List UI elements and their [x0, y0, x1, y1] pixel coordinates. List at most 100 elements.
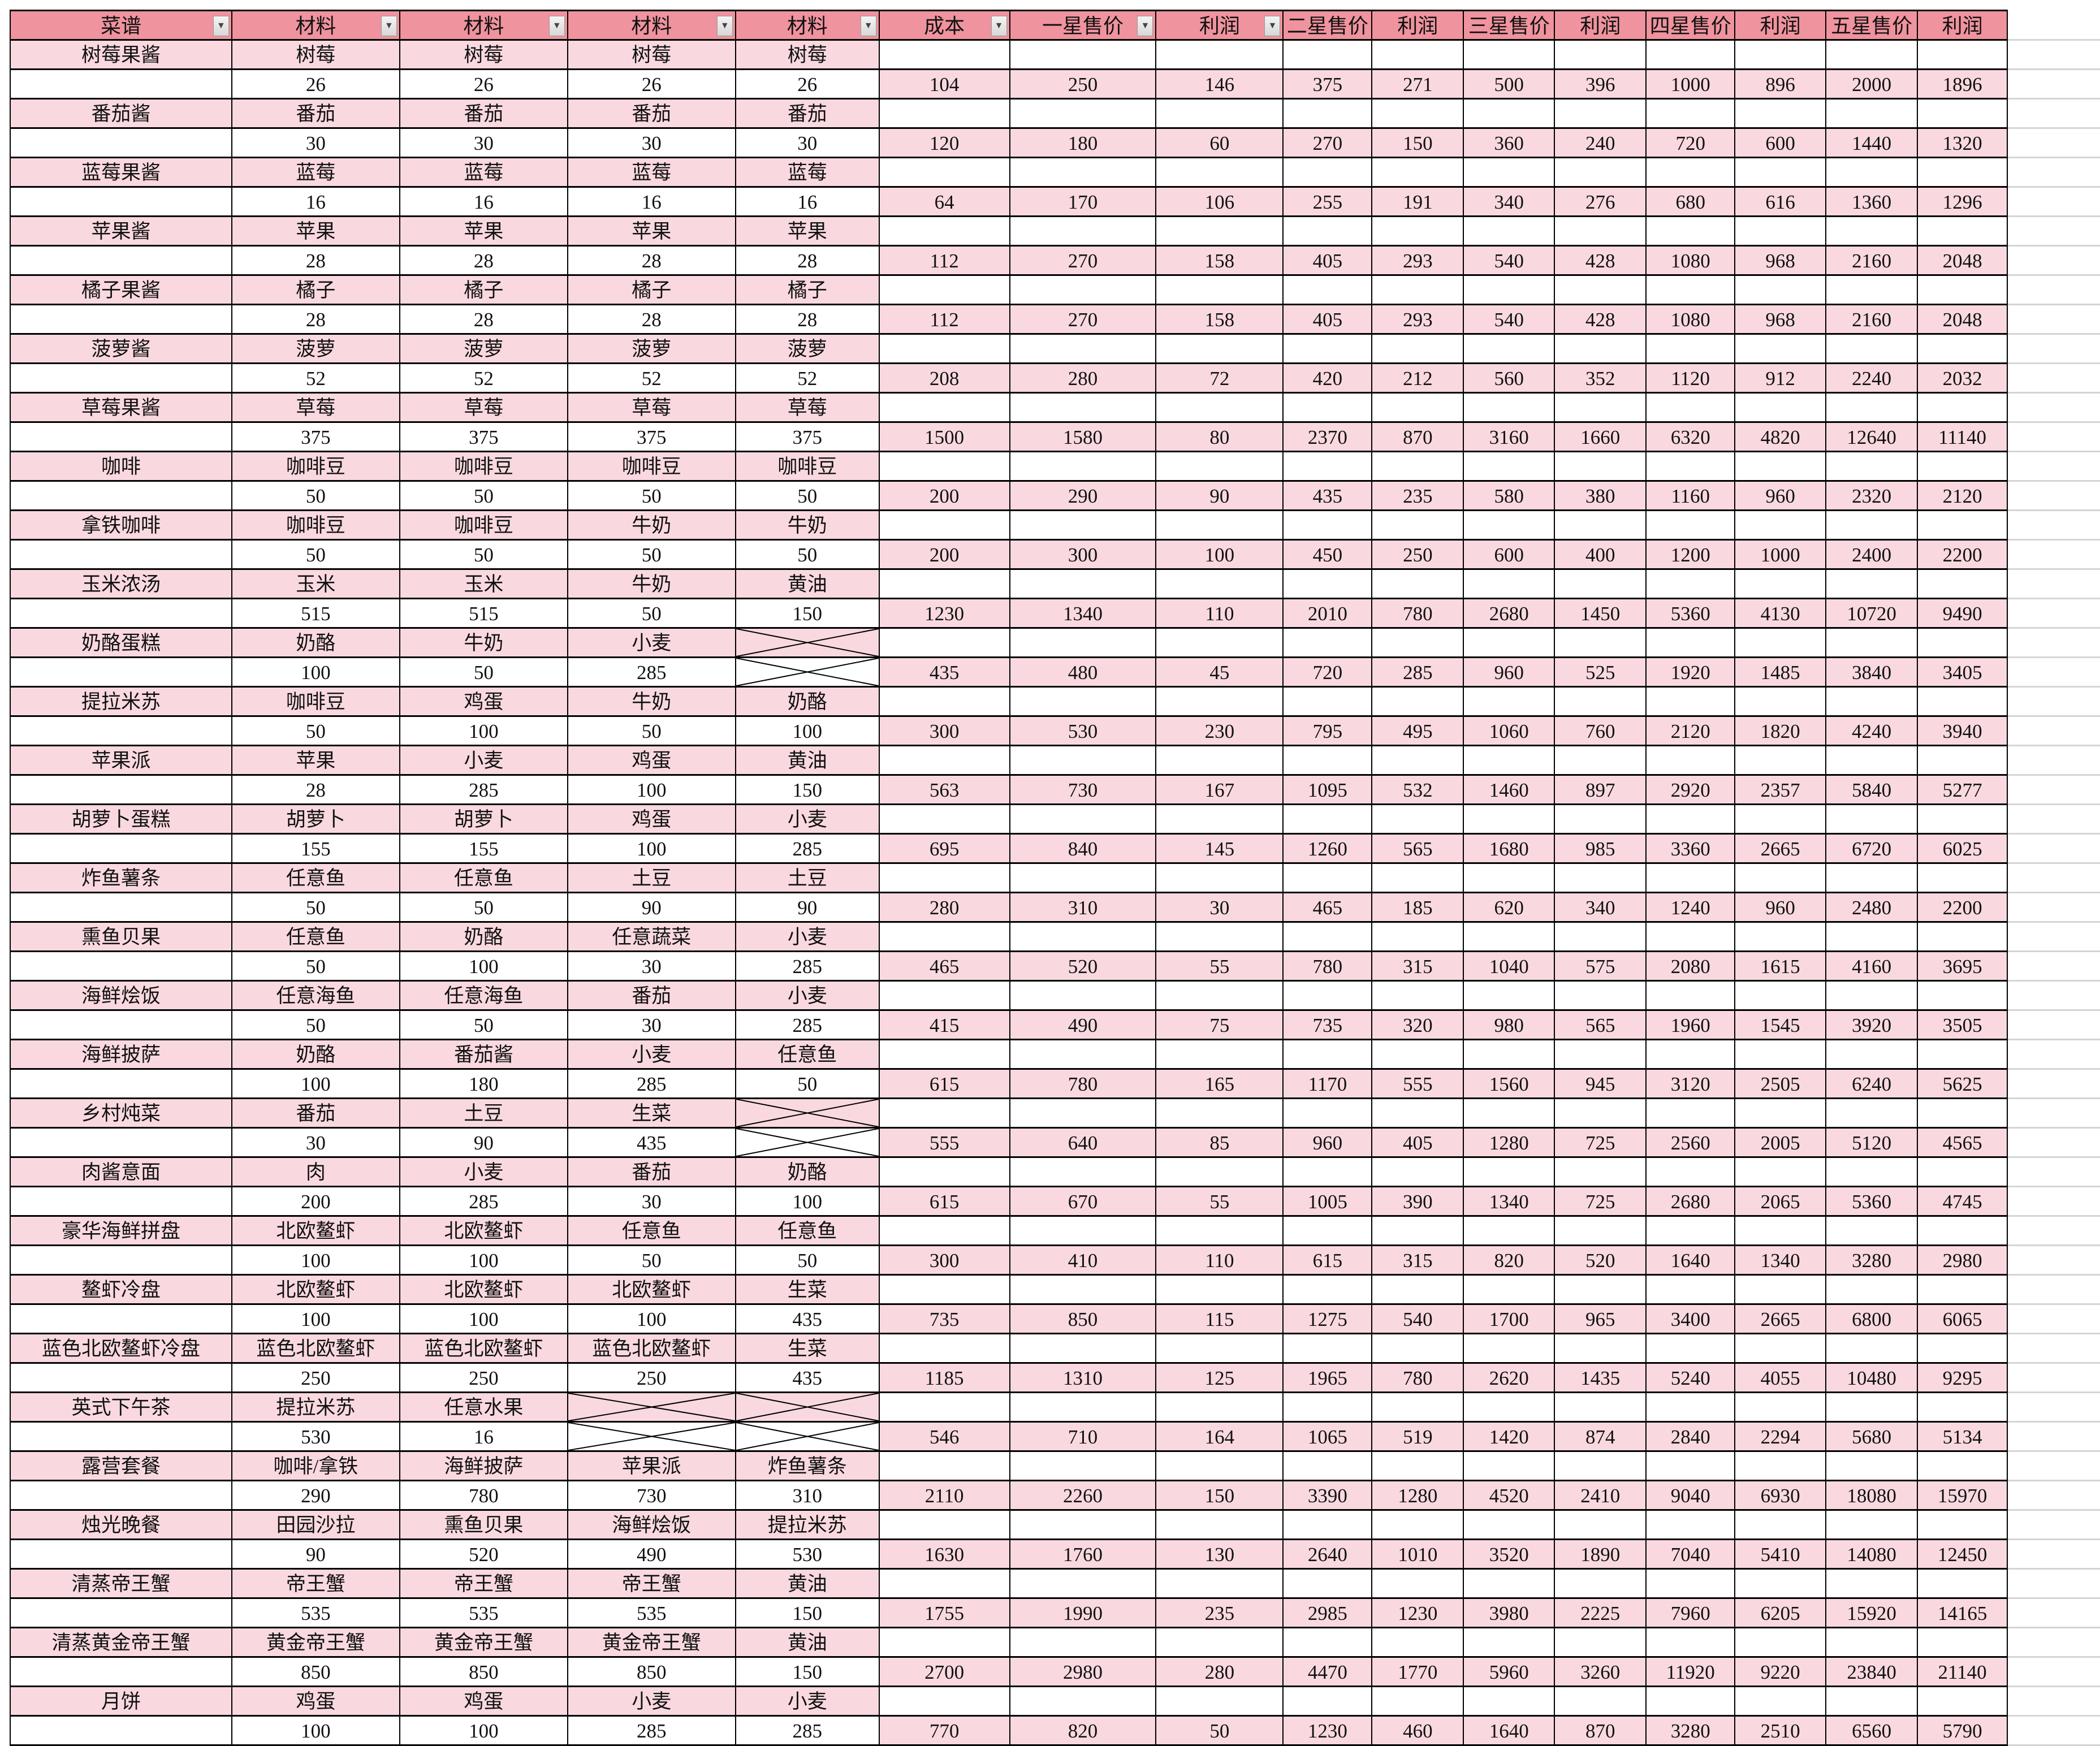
profit-2star-cell[interactable]: 315 — [1371, 1244, 1464, 1276]
quantity-cell[interactable]: 30 — [567, 1009, 736, 1040]
profit-1star-cell[interactable]: 115 — [1155, 1303, 1284, 1334]
quantity-cell[interactable]: 28 — [734, 304, 880, 335]
profit-1star-cell[interactable]: 90 — [1155, 480, 1284, 511]
price-4star-cell[interactable]: 9040 — [1645, 1480, 1736, 1511]
profit-4star-cell[interactable]: 1485 — [1734, 656, 1827, 688]
quantity-cell[interactable]: 26 — [231, 68, 400, 100]
profit-5star-cell[interactable]: 3405 — [1917, 656, 2008, 688]
empty-cell[interactable] — [878, 1391, 1010, 1423]
recipe-name-cell[interactable]: 清蒸帝王蟹 — [10, 1568, 232, 1599]
empty-cell[interactable] — [1371, 745, 1464, 776]
empty-cell[interactable] — [1155, 1686, 1284, 1717]
profit-3star-cell[interactable]: 985 — [1554, 833, 1647, 864]
empty-cell[interactable] — [1009, 157, 1157, 188]
empty-cell[interactable] — [1371, 921, 1464, 952]
empty-cell[interactable] — [1734, 98, 1827, 129]
empty-cell[interactable] — [2007, 157, 2100, 188]
quantity-cell[interactable]: 90 — [734, 892, 880, 923]
quantity-cell[interactable]: 50 — [734, 539, 880, 570]
empty-cell[interactable] — [2007, 1715, 2100, 1746]
empty-cell[interactable] — [1917, 157, 2008, 188]
empty-cell[interactable] — [1734, 1627, 1827, 1658]
quantity-cell[interactable]: 100 — [231, 656, 400, 688]
empty-cell[interactable] — [2007, 1392, 2100, 1423]
price-1star-cell[interactable]: 520 — [1009, 950, 1157, 982]
empty-cell[interactable] — [1463, 1627, 1555, 1658]
profit-5star-cell[interactable]: 6025 — [1917, 833, 2008, 864]
empty-cell[interactable] — [1734, 1686, 1827, 1717]
empty-cell[interactable] — [10, 1597, 232, 1628]
quantity-cell[interactable]: 28 — [399, 304, 568, 335]
empty-cell[interactable] — [10, 1362, 232, 1393]
profit-3star-cell[interactable]: 380 — [1554, 480, 1647, 511]
profit-3star-cell[interactable]: 520 — [1554, 1244, 1647, 1276]
empty-cell[interactable] — [1371, 1215, 1464, 1246]
profit-4star-cell[interactable]: 2665 — [1734, 1303, 1827, 1334]
price-3star-cell[interactable]: 980 — [1463, 1009, 1555, 1040]
empty-cell[interactable] — [1825, 686, 1918, 717]
empty-cell[interactable] — [1463, 1450, 1555, 1481]
cost-cell[interactable]: 200 — [878, 539, 1010, 570]
filter-dropdown-icon[interactable]: ▼ — [381, 16, 397, 36]
empty-cell[interactable] — [1825, 274, 1918, 305]
quantity-cell[interactable]: 535 — [231, 1597, 400, 1628]
empty-cell[interactable] — [10, 1186, 232, 1217]
cost-cell[interactable]: 208 — [878, 362, 1010, 394]
ingredient-cell[interactable]: 菠萝 — [734, 333, 880, 364]
empty-cell[interactable] — [2007, 1451, 2100, 1481]
empty-cell[interactable] — [1371, 39, 1464, 70]
price-2star-cell[interactable]: 420 — [1282, 362, 1373, 394]
empty-cell[interactable] — [1645, 1274, 1736, 1305]
ingredient-cell[interactable]: 咖啡豆 — [399, 509, 568, 541]
price-4star-cell[interactable]: 3280 — [1645, 1715, 1736, 1746]
ingredient-cell[interactable]: 帝王蟹 — [231, 1568, 400, 1599]
cost-cell[interactable]: 435 — [878, 656, 1010, 688]
profit-5star-cell[interactable]: 5134 — [1917, 1421, 2008, 1452]
quantity-cell[interactable]: 530 — [231, 1421, 400, 1452]
profit-4star-cell[interactable]: 2665 — [1734, 833, 1827, 864]
price-4star-cell[interactable]: 3360 — [1645, 833, 1736, 864]
ingredient-cell[interactable]: 任意海鱼 — [231, 980, 400, 1011]
empty-cell[interactable] — [1155, 568, 1284, 599]
ingredient-cell[interactable]: 蓝色北欧鳌虾 — [567, 1333, 736, 1364]
empty-cell[interactable] — [1645, 1333, 1736, 1364]
price-5star-cell[interactable]: 12640 — [1825, 421, 1918, 452]
profit-4star-cell[interactable]: 2005 — [1734, 1127, 1827, 1158]
ingredient-cell[interactable]: 番茄 — [567, 98, 736, 129]
empty-cell[interactable] — [1009, 1627, 1157, 1658]
recipe-name-cell[interactable]: 番茄酱 — [10, 98, 232, 129]
profit-4star-cell[interactable]: 6930 — [1734, 1480, 1827, 1511]
quantity-cell[interactable]: 535 — [399, 1597, 568, 1628]
empty-cell[interactable] — [1282, 745, 1373, 776]
profit-5star-cell[interactable]: 2048 — [1917, 304, 2008, 335]
profit-2star-cell[interactable]: 405 — [1371, 1127, 1464, 1158]
profit-5star-cell[interactable]: 2120 — [1917, 480, 2008, 511]
empty-cell[interactable] — [1645, 333, 1736, 364]
empty-cell[interactable] — [10, 362, 232, 394]
ingredient-cell[interactable]: 苹果 — [399, 215, 568, 247]
profit-2star-cell[interactable]: 519 — [1371, 1421, 1464, 1452]
price-4star-cell[interactable]: 6320 — [1645, 421, 1736, 452]
empty-cell[interactable] — [1554, 1568, 1647, 1599]
empty-cell[interactable] — [1009, 98, 1157, 129]
empty-cell[interactable] — [1282, 1097, 1373, 1129]
empty-cell[interactable] — [1917, 686, 2008, 717]
price-2star-cell[interactable]: 720 — [1282, 656, 1373, 688]
empty-cell[interactable] — [1009, 627, 1157, 658]
recipe-name-cell[interactable]: 豪华海鲜拼盘 — [10, 1215, 232, 1246]
profit-3star-cell[interactable]: 565 — [1554, 1009, 1647, 1040]
price-5star-cell[interactable]: 2160 — [1825, 304, 1918, 335]
empty-cell[interactable] — [1282, 509, 1373, 541]
cost-cell[interactable]: 200 — [878, 480, 1010, 511]
empty-cell[interactable] — [2007, 1245, 2100, 1276]
price-4star-cell[interactable]: 720 — [1645, 127, 1736, 158]
cost-cell[interactable]: 615 — [878, 1186, 1010, 1217]
empty-cell[interactable] — [1645, 1215, 1736, 1246]
price-1star-cell[interactable]: 1760 — [1009, 1538, 1157, 1570]
empty-cell[interactable] — [1825, 1274, 1918, 1305]
empty-cell[interactable] — [878, 627, 1010, 658]
empty-cell[interactable] — [1825, 745, 1918, 776]
empty-cell[interactable] — [10, 1009, 232, 1040]
ingredient-cell[interactable]: 菠萝 — [231, 333, 400, 364]
cost-cell[interactable]: 563 — [878, 774, 1010, 805]
